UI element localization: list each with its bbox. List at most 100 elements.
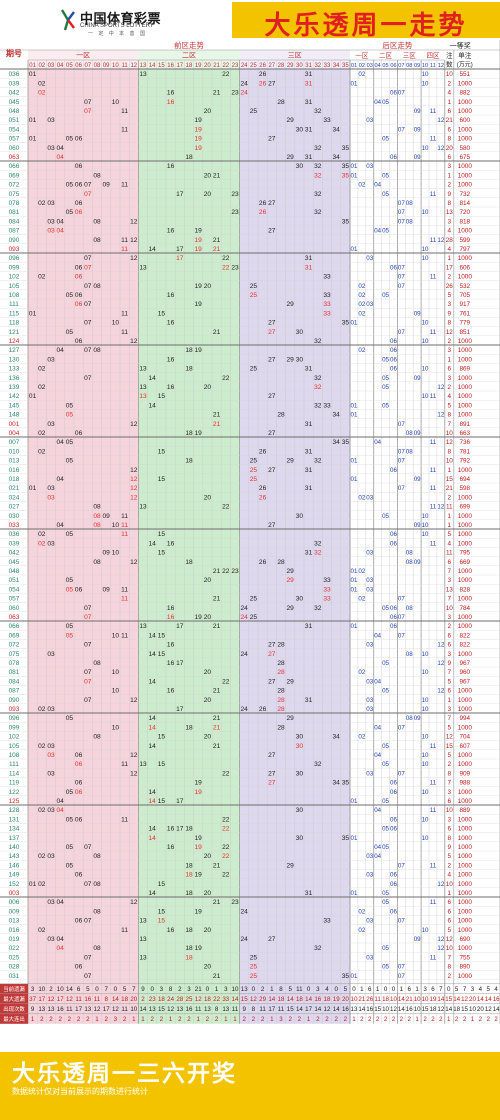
back-hit-number: 06 [390, 338, 397, 345]
front-area-header: 前区走势 [174, 40, 204, 50]
prize-amount: 818 [459, 218, 470, 225]
period-label: 087 [9, 688, 20, 695]
period-label: 069 [9, 172, 20, 179]
stat-value: 13 [84, 1006, 91, 1013]
front-hit-number: 06 [75, 964, 83, 971]
front-number-header: 12 [130, 63, 137, 69]
period-label: 016 [9, 467, 20, 474]
front-hit-number: 07 [84, 191, 92, 198]
front-hit-number: 17 [176, 706, 184, 713]
stat-value: 13 [241, 986, 248, 993]
front-hit-number: 17 [176, 246, 184, 253]
prize-amount: 784 [459, 605, 470, 612]
stat-value: 7 [104, 986, 108, 993]
period-label: 136 [9, 375, 20, 382]
front-hit-number: 14 [149, 890, 157, 897]
front-hit-number: 02 [38, 881, 46, 888]
stat-value: 11 [278, 1006, 285, 1013]
stat-value: 2 [316, 1016, 320, 1023]
front-hit-number: 26 [259, 706, 267, 713]
front-hit-number: 27 [268, 678, 276, 685]
front-hit-number: 29 [287, 862, 295, 869]
period-label: 096 [9, 255, 20, 262]
front-hit-number: 22 [222, 853, 230, 860]
front-hit-number: 11 [121, 632, 128, 639]
prize-count: 2 [448, 761, 452, 768]
period-label: 096 [9, 715, 20, 722]
stat-value: 18 [296, 996, 303, 1003]
stat-value: 1 [360, 986, 364, 993]
front-hit-number: 07 [84, 881, 92, 888]
prize-amount: 1000 [458, 393, 473, 400]
front-hit-number: 30 [296, 835, 304, 842]
stat-value: 1 [224, 1016, 228, 1023]
back-hit-number: 07 [398, 283, 405, 290]
stat-value: 2 [344, 1016, 348, 1023]
front-hit-number: 07 [84, 320, 92, 327]
stat-value: 2 [123, 1016, 127, 1023]
period-label: 127 [9, 347, 20, 354]
prize-count: 11 [446, 550, 453, 557]
back-hit-number: 06 [390, 908, 397, 915]
front-hit-number: 14 [149, 789, 157, 796]
stat-label-cell [0, 993, 28, 1004]
stat-value: 14 [493, 1006, 500, 1013]
back-hit-number: 07 [398, 200, 405, 207]
stat-value: 17 [268, 1006, 275, 1013]
front-hit-number: 07 [84, 347, 92, 354]
prize-count: 3 [448, 163, 452, 170]
front-hit-number: 05 [66, 136, 74, 143]
stat-value: 13 [48, 1006, 55, 1013]
front-hit-number: 28 [277, 669, 285, 676]
back-hit-number: 05 [382, 826, 389, 833]
back-hit-number: 12 [437, 504, 444, 511]
front-hit-number: 22 [222, 872, 230, 879]
front-hit-number: 09 [103, 550, 111, 557]
stat-value: 10 [130, 1006, 137, 1013]
back-number-header: 10 [422, 63, 428, 69]
prize-amount: 705 [459, 292, 470, 299]
prize-count: 5 [448, 531, 452, 538]
back-hit-number: 04 [374, 439, 381, 446]
back-hit-number: 01 [351, 458, 358, 465]
front-number-header: 31 [305, 63, 312, 69]
back-hit-number: 03 [366, 301, 373, 308]
front-hit-number: 16 [167, 688, 175, 695]
front-hit-number: 04 [57, 945, 65, 952]
front-hit-number: 21 [213, 688, 221, 695]
front-number-header: 07 [84, 63, 91, 69]
period-label: 093 [9, 706, 20, 713]
footer-note: 数据统计仅对当前展示的期数进行统计 [12, 1087, 148, 1096]
front-hit-number: 23 [231, 568, 239, 575]
front-hit-number: 10 [112, 724, 120, 731]
front-hit-number: 17 [176, 255, 184, 262]
stat-value: 21 [358, 996, 365, 1003]
front-hit-number: 31 [305, 366, 313, 373]
back-hit-number: 02 [358, 908, 365, 915]
stat-value: 9 [141, 986, 145, 993]
prize-amount: 1000 [458, 80, 473, 87]
front-number-header: 18 [186, 63, 193, 69]
back-hit-number: 01 [351, 973, 358, 980]
front-hit-number: 04 [57, 145, 65, 152]
stat-value: 10 [469, 1006, 476, 1013]
back-hit-number: 09 [414, 559, 421, 566]
stat-value: 13 [176, 1006, 183, 1013]
front-hit-number: 04 [57, 936, 65, 943]
back-hit-number: 11 [430, 191, 437, 198]
front-hit-number: 24 [241, 605, 249, 612]
prize-amount: 1000 [458, 163, 473, 170]
prize-count: 9 [448, 191, 452, 198]
prize-count: 10 [446, 945, 454, 952]
period-label: 090 [9, 697, 20, 704]
prize-count: 12 [446, 936, 454, 943]
prize-amount: 851 [459, 329, 470, 336]
stat-value: 1 [400, 986, 404, 993]
back-hit-number: 02 [358, 734, 365, 741]
back-zone4-header: 四区 [426, 52, 440, 60]
front-hit-number: 07 [84, 973, 92, 980]
prize-amount: 1000 [458, 752, 473, 759]
prize-amount: 1000 [458, 522, 473, 529]
prize-amount: 675 [459, 154, 470, 161]
stat-value: 2 [68, 1016, 72, 1023]
